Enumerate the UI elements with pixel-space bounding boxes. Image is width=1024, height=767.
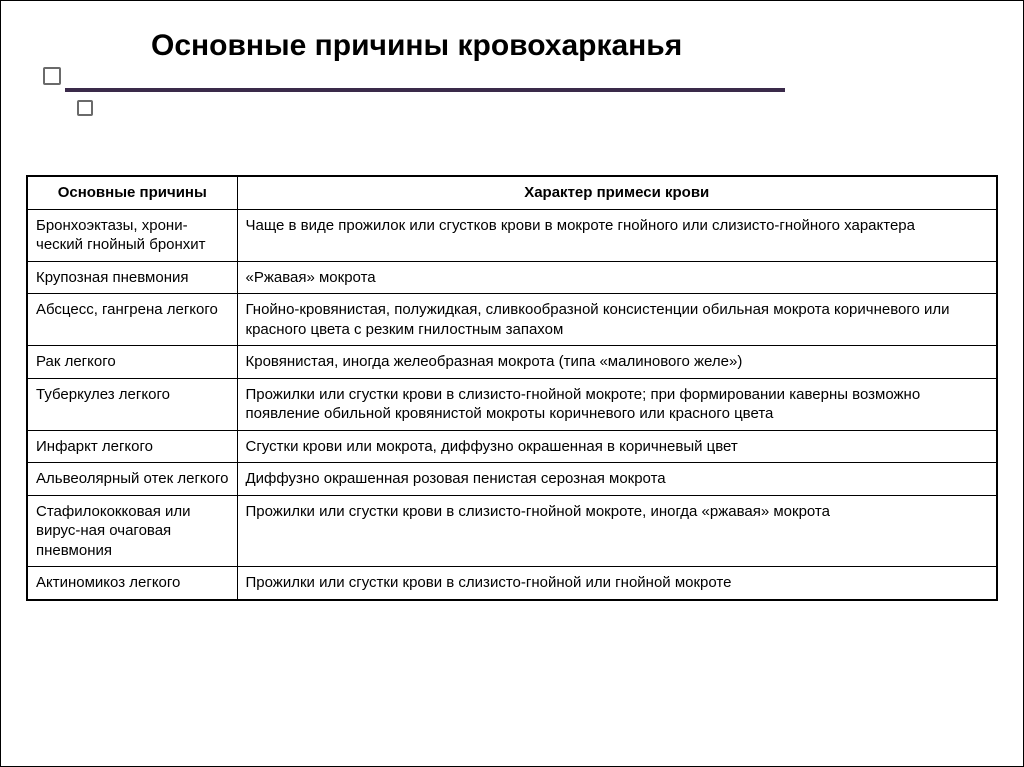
table-row: Альвеолярный отек легкого Диффузно окраш… — [27, 463, 997, 496]
character-cell: Гнойно-кровянистая, полужидкая, сливкооб… — [237, 294, 997, 346]
table-row: Стафилококковая или вирус-ная очаговая п… — [27, 495, 997, 567]
character-cell: Чаще в виде прожилок или сгустков крови … — [237, 209, 997, 261]
table-row: Крупозная пневмония «Ржавая» мокрота — [27, 261, 997, 294]
bullet-decoration — [77, 100, 1003, 121]
character-cell: «Ржавая» мокрота — [237, 261, 997, 294]
table-row: Бронхоэктазы, хрони-ческий гнойный бронх… — [27, 209, 997, 261]
cause-cell: Туберкулез легкого — [27, 378, 237, 430]
title-underline — [65, 88, 785, 92]
cause-cell: Альвеолярный отек легкого — [27, 463, 237, 496]
table-header-row: Основные причины Характер примеси крови — [27, 176, 997, 209]
col-header-character: Характер примеси крови — [237, 176, 997, 209]
cause-cell: Абсцесс, гангрена легкого — [27, 294, 237, 346]
table-row: Инфаркт легкого Сгустки крови или мокрот… — [27, 430, 997, 463]
character-cell: Прожилки или сгустки крови в слизисто-гн… — [237, 378, 997, 430]
table-row: Абсцесс, гангрена легкого Гнойно-кровяни… — [27, 294, 997, 346]
title-block: Основные причины кровохарканья — [43, 29, 1003, 121]
character-cell: Прожилки или сгустки крови в слизисто-гн… — [237, 495, 997, 567]
cause-cell: Рак легкого — [27, 346, 237, 379]
character-cell: Кровянистая, иногда желеобразная мокрота… — [237, 346, 997, 379]
cause-cell: Актиномикоз легкого — [27, 567, 237, 600]
table-row: Актиномикоз легкого Прожилки или сгустки… — [27, 567, 997, 600]
causes-table: Основные причины Характер примеси крови … — [26, 175, 998, 601]
square-bullet-icon — [77, 100, 93, 116]
square-decoration-icon — [43, 67, 61, 85]
page-title: Основные причины кровохарканья — [43, 29, 1003, 63]
character-cell: Прожилки или сгустки крови в слизисто-гн… — [237, 567, 997, 600]
cause-cell: Бронхоэктазы, хрони-ческий гнойный бронх… — [27, 209, 237, 261]
cause-cell: Инфаркт легкого — [27, 430, 237, 463]
cause-cell: Крупозная пневмония — [27, 261, 237, 294]
cause-cell: Стафилококковая или вирус-ная очаговая п… — [27, 495, 237, 567]
col-header-cause: Основные причины — [27, 176, 237, 209]
table-row: Туберкулез легкого Прожилки или сгустки … — [27, 378, 997, 430]
slide: Основные причины кровохарканья Основные … — [0, 0, 1024, 767]
character-cell: Диффузно окрашенная розовая пенистая сер… — [237, 463, 997, 496]
character-cell: Сгустки крови или мокрота, диффузно окра… — [237, 430, 997, 463]
table-row: Рак легкого Кровянистая, иногда желеобра… — [27, 346, 997, 379]
